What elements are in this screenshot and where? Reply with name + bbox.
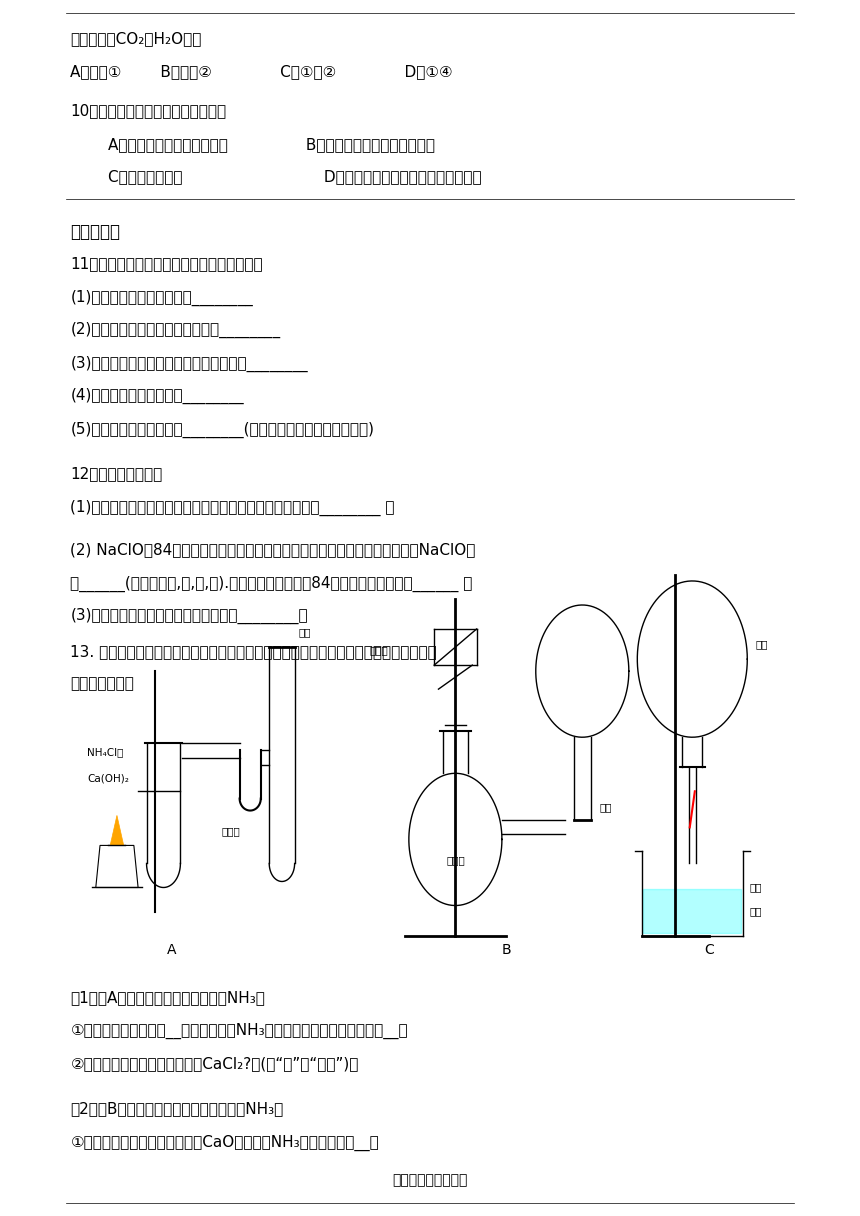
Text: 氨气: 氨气 [756, 640, 768, 649]
Polygon shape [110, 816, 124, 845]
Text: 二、填空题: 二、填空题 [71, 224, 120, 241]
Text: 氧化钙: 氧化钙 [446, 855, 464, 866]
Text: (3)用化学方程式表示漂白粉的漂白原理________。: (3)用化学方程式表示漂白粉的漂白原理________。 [71, 608, 308, 624]
Text: 10．下列反应适合用于工业生产的是: 10．下列反应适合用于工业生产的是 [71, 103, 226, 118]
Text: 和空气中的CO₂和H₂O反应: 和空气中的CO₂和H₂O反应 [71, 30, 202, 46]
Text: (1)钠与水反应的离子方程式________: (1)钠与水反应的离子方程式________ [71, 289, 253, 305]
Text: 11．写出下列反应的化学方程式或离子方程式: 11．写出下列反应的化学方程式或离子方程式 [71, 255, 263, 271]
Text: 浓氨水: 浓氨水 [370, 644, 389, 655]
Text: C: C [704, 942, 714, 957]
Text: NH₄Cl和: NH₄Cl和 [88, 748, 124, 758]
Text: (1)氯气常用于自来水杀菌消毒，结合化学方程式说明其原理________ 。: (1)氯气常用于自来水杀菌消毒，结合化学方程式说明其原理________ 。 [71, 500, 395, 516]
Text: 回答下列问题：: 回答下列问题： [71, 676, 134, 692]
Text: (3)过氧化钠与二氧化碳反应的化学方程式________: (3)过氧化钠与二氧化碳反应的化学方程式________ [71, 355, 308, 372]
Text: 试卷第３页，共８页: 试卷第３页，共８页 [392, 1173, 468, 1187]
Text: 12．回答下列问题：: 12．回答下列问题： [71, 466, 163, 482]
Text: 碱石灰: 碱石灰 [222, 827, 241, 837]
Text: (2) NaClO是84消毒液的有效成分，在此次抗击新冠病毒中发挥了重要作用，NaClO属: (2) NaClO是84消毒液的有效成分，在此次抗击新冠病毒中发挥了重要作用，N… [71, 542, 476, 557]
Text: B: B [501, 942, 511, 957]
Text: Ca(OH)₂: Ca(OH)₂ [88, 773, 129, 783]
Text: ①反应的化学方程式为__．装置中收集NH₃的试管口放置棉花团的作用是__。: ①反应的化学方程式为__．装置中收集NH₃的试管口放置棉花团的作用是__。 [71, 1023, 408, 1038]
Text: 酚酞: 酚酞 [750, 883, 762, 893]
Text: （2）用B图所示的装置可快速制取较大量NH₃：: （2）用B图所示的装置可快速制取较大量NH₃： [71, 1100, 284, 1116]
Text: 13. 如图所示分别是某课外活动小组设计的制取氨气并用氨气进行喷泉实验的三组装置，: 13. 如图所示分别是某课外活动小组设计的制取氨气并用氨气进行喷泉实验的三组装置… [71, 644, 437, 659]
Text: A．钠在氯气中燃烧制氯化钠                B．氯气与石灰乳反应制漂白粉: A．钠在氯气中燃烧制氯化钠 B．氯气与石灰乳反应制漂白粉 [108, 136, 435, 152]
Text: 溶液: 溶液 [750, 907, 762, 917]
Text: ②干燥管中干燥剂能否改用无水CaCl₂?＿(填“能”或“不能”)。: ②干燥管中干燥剂能否改用无水CaCl₂?＿(填“能”或“不能”)。 [71, 1057, 359, 1071]
Text: ①用化学方程式表示浓氨水滴入CaO中有大量NH₃逸出的过程：__。: ①用化学方程式表示浓氨水滴入CaO中有大量NH₃逸出的过程：__。 [71, 1135, 379, 1150]
Text: 棉花: 棉花 [599, 803, 611, 812]
Text: 于______(填：氧化物,酸,碱,盐).写出在实验室中制取84消毒液的化学方程式______ 。: 于______(填：氧化物,酸,碱,盐).写出在实验室中制取84消毒液的化学方程… [71, 575, 473, 592]
Text: （1）用A图所示的装置可制备干燥的NH₃：: （1）用A图所示的装置可制备干燥的NH₃： [71, 990, 265, 1006]
Text: A．只有①        B．只有②              C．①和②              D．①④: A．只有① B．只有② C．①和② D．①④ [71, 64, 453, 79]
Text: (5)漂白粉发挥效力的过程________(与空气中的水和二氧化碳反应): (5)漂白粉发挥效力的过程________(与空气中的水和二氧化碳反应) [71, 422, 374, 438]
Text: A: A [167, 942, 176, 957]
Text: 棉花: 棉花 [299, 627, 311, 637]
Text: C．电解水制氢气                             D．氢气与氯气在光照条件下制备盐酸: C．电解水制氢气 D．氢气与氯气在光照条件下制备盐酸 [108, 169, 482, 185]
Text: (2)过氧化钠与水反应的化学方程式________: (2)过氧化钠与水反应的化学方程式________ [71, 322, 280, 338]
Text: (4)实验室制备氯气的方法________: (4)实验室制备氯气的方法________ [71, 388, 244, 404]
